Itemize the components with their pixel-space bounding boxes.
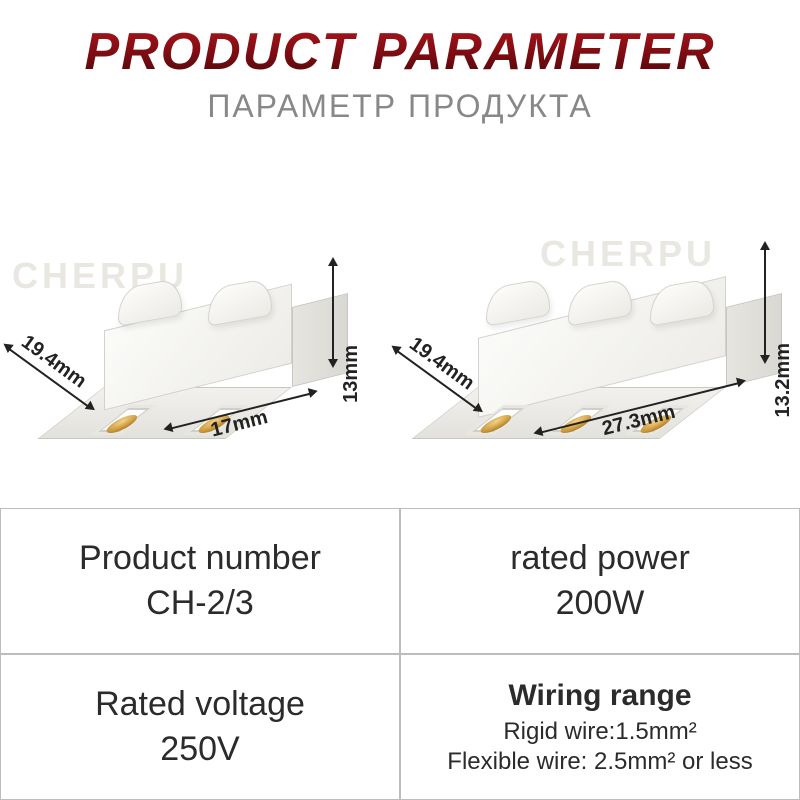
spec-value: Rigid wire:1.5mm² — [503, 718, 696, 747]
spec-value-2: Flexible wire: 2.5mm² or less — [447, 748, 752, 776]
spec-label: rated power — [510, 538, 690, 579]
spec-cell-wiring-range: Wiring range Rigid wire:1.5mm² Flexible … — [400, 654, 800, 800]
spec-label: Rated voltage — [95, 684, 305, 725]
spec-cell-product-number: Product number CH-2/3 — [0, 508, 400, 654]
spec-table: Product number CH-2/3 rated power 200W R… — [0, 508, 800, 800]
spec-value: CH-2/3 — [146, 583, 254, 624]
spec-value: 200W — [556, 583, 645, 624]
figure-2port: 19.4mm 17mm 13mm — [48, 167, 348, 427]
product-figures: CHERPU CHERPU 19.4mm — [0, 125, 800, 465]
spec-cell-rated-voltage: Rated voltage 250V — [0, 654, 400, 800]
spec-label: Product number — [79, 538, 321, 579]
title-english: PRODUCT PARAMETER — [84, 22, 715, 82]
spec-value: 250V — [160, 729, 239, 770]
figure-3port: 19.4mm 27.3mm 13.2mm — [432, 167, 772, 427]
spec-cell-rated-power: rated power 200W — [400, 508, 800, 654]
header: PRODUCT PARAMETER ПАРАМЕТР ПРОДУКТА — [0, 0, 800, 125]
title-russian: ПАРАМЕТР ПРОДУКТА — [0, 88, 800, 125]
spec-label: Wiring range — [508, 678, 691, 714]
